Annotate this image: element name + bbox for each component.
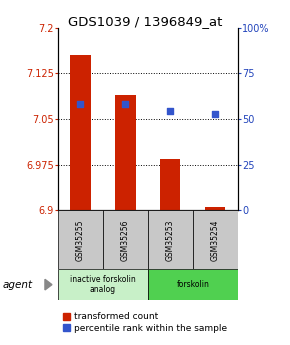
Bar [193, 210, 238, 269]
Point [213, 111, 218, 117]
Text: GSM35254: GSM35254 [211, 219, 220, 260]
Bar [103, 210, 148, 269]
Text: agent: agent [3, 280, 33, 289]
Bar [70, 55, 90, 210]
Polygon shape [45, 279, 52, 290]
Text: forskolin: forskolin [176, 280, 209, 289]
Bar [58, 210, 103, 269]
Point [123, 101, 128, 107]
Text: GSM35256: GSM35256 [121, 219, 130, 260]
Point [78, 101, 83, 107]
Bar [58, 269, 148, 300]
Bar [148, 210, 193, 269]
Bar [205, 207, 225, 210]
Bar [160, 159, 180, 210]
Text: GDS1039 / 1396849_at: GDS1039 / 1396849_at [68, 16, 222, 29]
Text: GSM35255: GSM35255 [76, 219, 85, 260]
Point [168, 108, 173, 114]
Legend: transformed count, percentile rank within the sample: transformed count, percentile rank withi… [62, 311, 228, 334]
Bar [115, 95, 135, 210]
Bar [148, 269, 238, 300]
Text: inactive forskolin
analog: inactive forskolin analog [70, 275, 136, 294]
Text: GSM35253: GSM35253 [166, 219, 175, 260]
